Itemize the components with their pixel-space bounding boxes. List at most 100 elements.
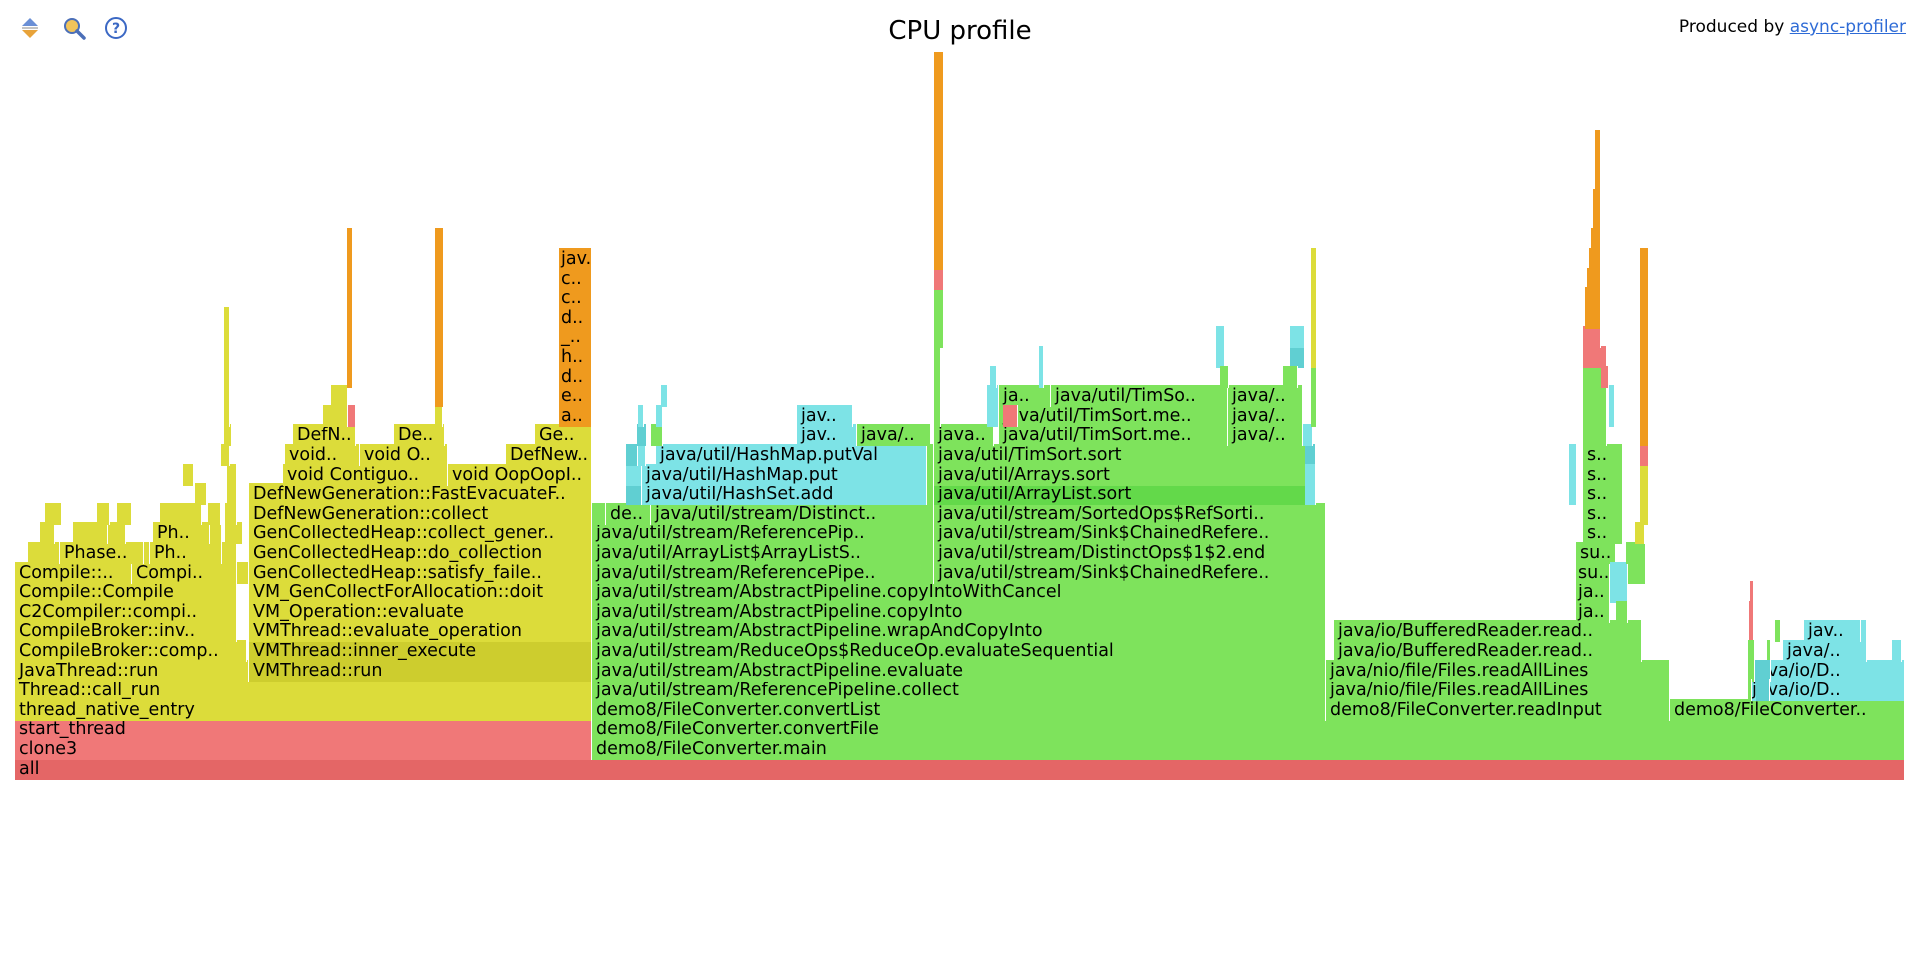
flame-frame[interactable]: java/util/ArrayList.sort <box>934 483 1315 506</box>
flame-frame[interactable]: java/io/D.. <box>1748 679 1905 702</box>
flame-frame[interactable]: s.. <box>1583 483 1623 506</box>
flame-frame-sliver[interactable] <box>183 463 194 486</box>
flame-frame[interactable]: java/util/stream/AbstractPipeline.copyIn… <box>592 600 1326 623</box>
flame-frame-sliver[interactable] <box>1640 287 1649 310</box>
flame-frame-sliver[interactable] <box>225 522 243 545</box>
flame-frame-sliver[interactable] <box>1593 208 1601 231</box>
flame-frame[interactable]: java/util/Arrays.sort <box>934 463 1315 486</box>
flame-frame-sliver[interactable] <box>1775 620 1781 643</box>
flame-frame-sliver[interactable] <box>1750 581 1754 604</box>
flame-frame-sliver[interactable] <box>435 248 444 270</box>
flame-frame-sliver[interactable] <box>934 189 944 212</box>
flame-frame-sliver[interactable] <box>323 404 348 427</box>
flame-frame[interactable]: su.. <box>1576 561 1610 584</box>
flame-frame[interactable]: GenCollectedHeap::satisfy_faile.. <box>249 561 592 584</box>
flame-frame[interactable]: java/util/stream/ReferencePip.. <box>592 522 934 545</box>
flame-frame[interactable]: jav.. <box>797 424 857 447</box>
flame-frame[interactable]: void Contiguo.. <box>283 463 448 486</box>
flame-frame[interactable]: Compi.. <box>132 561 237 584</box>
flame-frame[interactable]: Ge.. <box>535 424 592 447</box>
flame-frame-sliver[interactable] <box>1311 365 1317 388</box>
flame-frame-sliver[interactable] <box>637 424 647 447</box>
flame-frame-sliver[interactable] <box>1311 287 1317 310</box>
flame-frame-sliver[interactable] <box>1748 679 1752 702</box>
flame-frame-sliver[interactable] <box>1305 463 1316 486</box>
flame-frame-sliver[interactable] <box>934 150 944 172</box>
flame-frame[interactable]: Ph.. <box>153 522 210 545</box>
flame-frame-sliver[interactable] <box>347 228 353 251</box>
flame-frame-sliver[interactable] <box>987 385 999 408</box>
flame-frame[interactable]: void.. <box>285 444 360 466</box>
flame-frame[interactable]: java/.. <box>1783 640 1867 662</box>
flame-frame-sliver[interactable] <box>1601 365 1609 388</box>
flame-frame[interactable]: VMThread::run <box>249 659 592 682</box>
flame-frame-sliver[interactable] <box>347 365 353 388</box>
flame-frame[interactable]: DefN.. <box>293 424 356 447</box>
flame-frame[interactable]: java/util/stream/Distinct.. <box>651 502 934 525</box>
flame-frame[interactable]: DefNewGeneration::FastEvacuateF.. <box>249 483 592 506</box>
flame-frame[interactable]: java/.. <box>1228 385 1303 408</box>
flame-frame-sliver[interactable] <box>1640 365 1649 388</box>
flame-frame[interactable]: demo8/FileConverter.readInput <box>1326 698 1670 721</box>
flame-frame-sliver[interactable] <box>934 71 944 94</box>
flame-frame-sliver[interactable] <box>435 365 444 388</box>
flame-frame[interactable]: java/io/BufferedReader.read.. <box>1334 620 1642 643</box>
flame-frame[interactable]: GenCollectedHeap::collect_gener.. <box>249 522 592 545</box>
flame-frame-sliver[interactable] <box>934 365 941 388</box>
flame-frame-sliver[interactable] <box>990 365 997 388</box>
flame-frame[interactable]: demo8/FileConverter.convertFile <box>592 718 1905 741</box>
flame-frame-sliver[interactable] <box>1311 385 1317 408</box>
flame-frame-sliver[interactable] <box>934 404 941 427</box>
flame-frame-sliver[interactable] <box>97 502 110 525</box>
flame-frame-sliver[interactable] <box>934 326 944 349</box>
flame-frame[interactable]: ja.. <box>1576 581 1610 604</box>
flame-frame[interactable]: DefNew.. <box>506 444 592 466</box>
flame-frame[interactable]: java/io/BufferedReader.read.. <box>1334 640 1642 662</box>
flame-frame[interactable]: de.. <box>606 502 651 525</box>
flame-frame[interactable]: java/util/stream/AbstractPipeline.copyIn… <box>592 581 1326 604</box>
flame-frame-sliver[interactable] <box>435 267 444 290</box>
flame-frame[interactable]: java/util/stream/Sink$ChainedRefere.. <box>934 561 1326 584</box>
flame-frame-sliver[interactable] <box>1861 620 1867 643</box>
flame-frame-sliver[interactable] <box>1640 385 1649 408</box>
help-button[interactable]: ? <box>104 16 128 40</box>
flame-frame[interactable]: java/util/stream/ReferencePipe.. <box>592 561 934 584</box>
flame-frame-sliver[interactable] <box>1610 581 1628 604</box>
flame-frame-sliver[interactable] <box>28 542 60 564</box>
flame-frame-sliver[interactable] <box>1609 404 1615 427</box>
flame-frame-sliver[interactable] <box>934 130 944 153</box>
flame-frame-sliver[interactable] <box>1569 463 1577 486</box>
flame-frame-sliver[interactable] <box>347 287 353 310</box>
flame-frame[interactable]: d.. <box>559 306 592 329</box>
flame-frame-sliver[interactable] <box>1892 640 1902 662</box>
flame-frame-sliver[interactable] <box>592 502 606 525</box>
flame-frame[interactable]: java/util/TimSort.sort <box>934 444 1315 466</box>
flame-frame-sliver[interactable] <box>40 522 55 545</box>
flame-frame[interactable]: GenCollectedHeap::do_collection <box>249 542 592 564</box>
flame-frame-sliver[interactable] <box>331 385 348 408</box>
flame-frame[interactable]: java/.. <box>1228 404 1303 427</box>
flame-frame-sliver[interactable] <box>227 463 237 486</box>
flame-frame-sliver[interactable] <box>348 404 356 427</box>
flame-frame-sliver[interactable] <box>435 385 444 408</box>
flame-frame[interactable]: java/io/D.. <box>1748 659 1905 682</box>
flame-frame[interactable]: thread_native_entry <box>15 698 592 721</box>
flame-frame-sliver[interactable] <box>1290 346 1305 368</box>
flame-frame[interactable]: c.. <box>559 267 592 290</box>
flame-frame-sliver[interactable] <box>227 483 237 506</box>
flame-frame[interactable]: java/util/TimSort.me.. <box>999 404 1228 427</box>
search-button[interactable] <box>62 16 86 40</box>
flame-frame[interactable]: su.. <box>1576 542 1616 564</box>
flame-frame[interactable]: Phase.. <box>60 542 144 564</box>
flame-frame-sliver[interactable] <box>117 502 132 525</box>
flame-frame-sliver[interactable] <box>435 306 444 329</box>
flame-frame[interactable]: c.. <box>559 287 592 310</box>
flame-frame[interactable]: java/util/stream/ReferencePipeline.colle… <box>592 679 1326 702</box>
flame-frame-sliver[interactable] <box>626 483 642 506</box>
flame-frame[interactable]: all <box>15 757 1905 780</box>
flame-frame-sliver[interactable] <box>1583 346 1607 368</box>
flame-frame-sliver[interactable] <box>1220 365 1229 388</box>
flame-frame-sliver[interactable] <box>1216 326 1225 349</box>
flame-frame[interactable]: Thread::call_run <box>15 679 592 702</box>
flame-frame-sliver[interactable] <box>1749 620 1754 643</box>
